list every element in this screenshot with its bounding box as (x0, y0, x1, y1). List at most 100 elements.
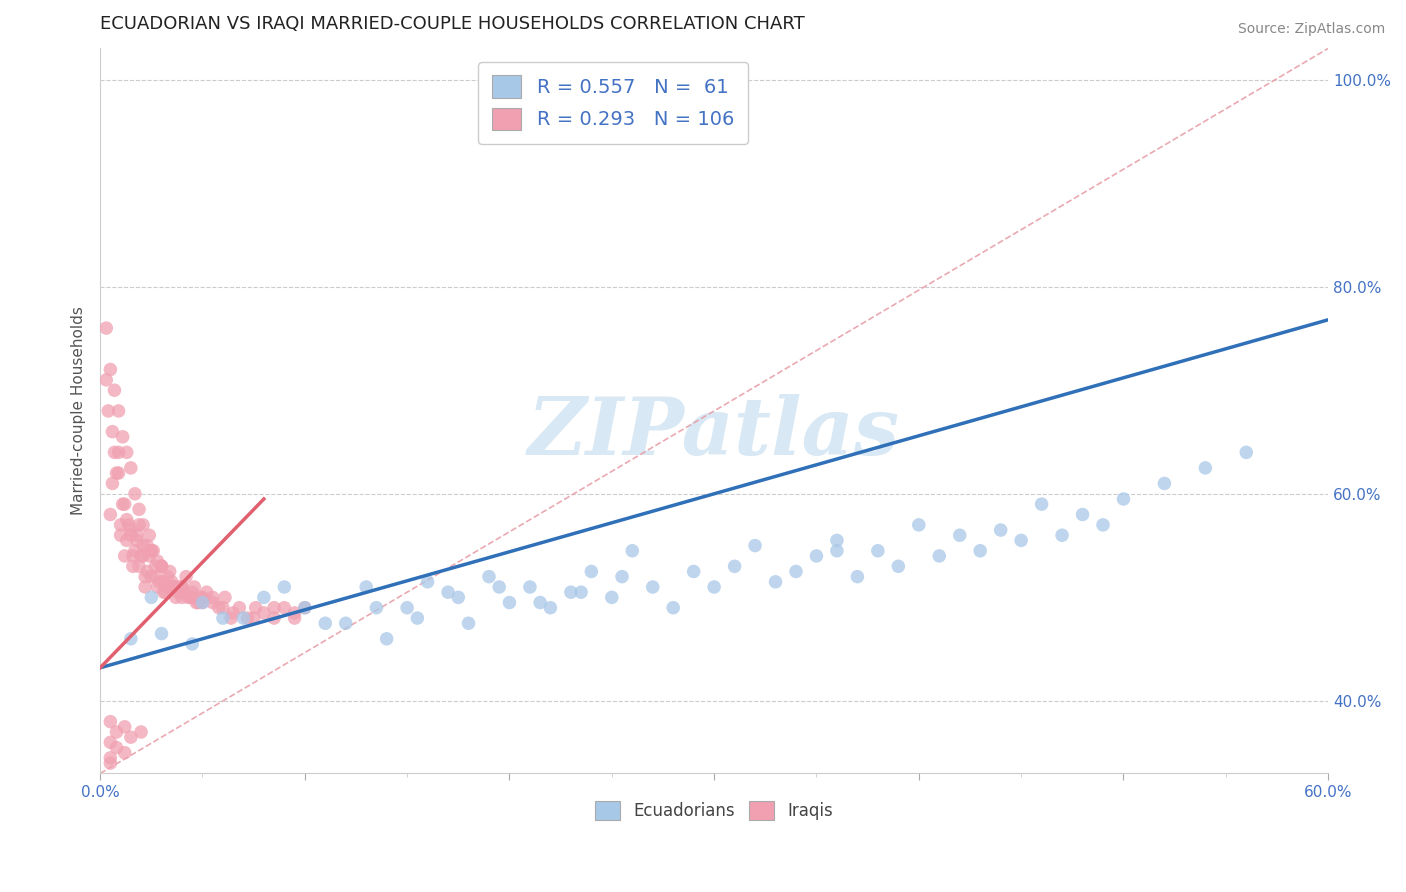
Point (145, 569, 167, 583)
Point (682, 565, 704, 579)
Point (195, 585, 218, 599)
Point (124, 543, 146, 558)
Point (120, 461, 142, 475)
Point (825, 533, 848, 548)
Point (1153, 476, 1175, 491)
Point (294, 600, 316, 615)
Point (177, 591, 200, 605)
Point (949, 528, 972, 542)
Point (111, 497, 134, 511)
Point (498, 595, 520, 609)
Point (723, 559, 745, 574)
Point (928, 549, 950, 563)
Point (457, 616, 479, 631)
Point (98, 735, 121, 749)
Point (191, 595, 214, 609)
Point (222, 606, 245, 620)
Point (662, 600, 685, 615)
Text: ZIPatlas: ZIPatlas (529, 394, 900, 472)
Point (125, 528, 148, 542)
Point (170, 580, 193, 594)
Point (145, 559, 167, 574)
Point (294, 600, 316, 615)
Point (263, 600, 285, 615)
Point (107, 445, 129, 459)
Point (416, 574, 439, 589)
Point (141, 569, 163, 583)
Point (120, 632, 142, 646)
Point (1050, 528, 1073, 542)
Point (159, 565, 181, 579)
Point (212, 600, 235, 615)
Legend: Ecuadorians, Iraqis: Ecuadorians, Iraqis (589, 794, 839, 827)
Point (703, 580, 725, 594)
Point (191, 591, 214, 605)
Point (242, 611, 264, 625)
Point (160, 574, 183, 589)
Point (1010, 533, 1032, 548)
Point (335, 616, 357, 631)
Point (134, 569, 156, 583)
Point (150, 626, 173, 640)
Point (990, 523, 1012, 537)
Point (128, 559, 150, 574)
Point (132, 517, 155, 532)
Point (174, 569, 197, 583)
Point (181, 585, 204, 599)
Point (103, 383, 125, 397)
Point (141, 543, 163, 558)
Point (191, 595, 214, 609)
Point (253, 606, 276, 620)
Point (150, 559, 173, 574)
Point (641, 580, 664, 594)
Point (887, 559, 910, 574)
Point (103, 445, 125, 459)
Point (181, 637, 204, 651)
Point (128, 502, 150, 516)
Point (170, 580, 193, 594)
Point (160, 580, 183, 594)
Point (146, 554, 169, 568)
Point (129, 549, 152, 563)
Point (212, 611, 235, 625)
Point (214, 591, 236, 605)
Point (120, 523, 142, 537)
Point (114, 746, 136, 760)
Point (136, 565, 159, 579)
Point (114, 720, 136, 734)
Point (314, 616, 336, 631)
Point (115, 445, 138, 459)
Point (478, 569, 501, 583)
Point (115, 513, 138, 527)
Point (253, 591, 276, 605)
Point (152, 585, 174, 599)
Point (1234, 445, 1257, 459)
Point (744, 539, 766, 553)
Point (866, 543, 889, 558)
Point (107, 466, 129, 480)
Text: Source: ZipAtlas.com: Source: ZipAtlas.com (1237, 22, 1385, 37)
Point (150, 559, 173, 574)
Point (98, 714, 121, 729)
Point (208, 600, 231, 615)
Point (273, 580, 295, 594)
Point (96, 321, 118, 335)
Point (354, 580, 377, 594)
Point (167, 585, 190, 599)
Point (138, 549, 160, 563)
Point (610, 569, 633, 583)
Point (600, 591, 623, 605)
Point (105, 466, 128, 480)
Point (101, 425, 124, 439)
Point (201, 595, 224, 609)
Point (228, 600, 250, 615)
Point (114, 549, 136, 563)
Point (110, 517, 132, 532)
Point (146, 580, 169, 594)
Point (163, 580, 186, 594)
Point (110, 528, 132, 542)
Point (190, 591, 212, 605)
Point (122, 559, 145, 574)
Point (437, 585, 460, 599)
Point (96, 373, 118, 387)
